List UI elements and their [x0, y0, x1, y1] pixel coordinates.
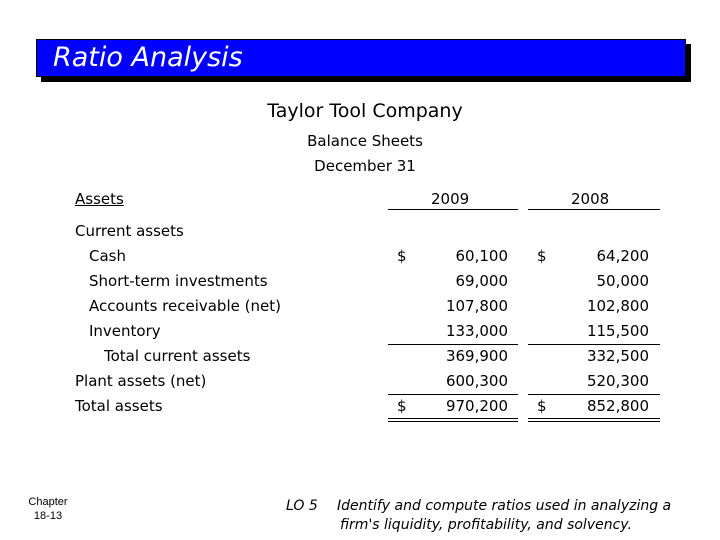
chapter-number: 18-13 — [33, 510, 63, 522]
row-label-cash: Cash — [89, 247, 126, 265]
row-label-inventory: Inventory — [89, 322, 161, 340]
row-dollar-2009-total-assets: $ — [397, 397, 407, 415]
row-label-plant-assets: Plant assets (net) — [75, 372, 207, 390]
row-value-2009-inventory: 133,000 — [445, 322, 508, 340]
statement-date: December 31 — [314, 157, 416, 175]
title-banner: Ratio Analysis — [36, 39, 686, 77]
total-rule-2008 — [528, 394, 660, 395]
company-name: Taylor Tool Company — [267, 100, 463, 122]
subtotal-rule-2008 — [528, 344, 660, 345]
row-label-total-assets: Total assets — [75, 397, 163, 415]
subtotal-rule-2009 — [388, 344, 518, 345]
slide-title: Ratio Analysis — [53, 42, 243, 73]
row-value-2009-total-current-assets: 369,900 — [445, 347, 508, 365]
row-label-short-term-investments: Short-term investments — [89, 272, 268, 290]
year-2009-header: 2009 — [431, 190, 470, 208]
learning-objective-number: LO 5 — [286, 498, 318, 514]
row-value-2008-inventory: 115,500 — [586, 322, 649, 340]
row-value-2008-plant-assets: 520,300 — [586, 372, 649, 390]
row-dollar-2009-cash: $ — [397, 247, 407, 265]
learning-objective-line1: Identify and compute ratios used in anal… — [337, 498, 672, 514]
assets-heading: Assets — [75, 190, 124, 208]
header-rule-2009 — [388, 209, 518, 210]
row-value-2009-accounts-receivable: 107,800 — [445, 297, 508, 315]
row-value-2008-total-assets: 852,800 — [586, 397, 649, 415]
row-dollar-2008-cash: $ — [537, 247, 547, 265]
double-rule-2008 — [528, 418, 660, 422]
learning-objective-line2: firm's liquidity, profitability, and sol… — [340, 517, 632, 533]
current-assets-label: Current assets — [75, 222, 184, 240]
row-value-2009-cash: 60,100 — [455, 247, 509, 265]
row-value-2008-cash: 64,200 — [596, 247, 650, 265]
total-rule-2009 — [388, 394, 518, 395]
row-value-2009-plant-assets: 600,300 — [445, 372, 508, 390]
row-label-accounts-receivable: Accounts receivable (net) — [89, 297, 281, 315]
row-value-2008-total-current-assets: 332,500 — [586, 347, 649, 365]
row-value-2008-short-term-investments: 50,000 — [596, 272, 650, 290]
statement-name: Balance Sheets — [307, 132, 423, 150]
row-dollar-2008-total-assets: $ — [537, 397, 547, 415]
chapter-label: Chapter — [28, 496, 68, 508]
row-value-2009-total-assets: 970,200 — [445, 397, 508, 415]
chapter-reference: Chapter 18-13 — [28, 495, 68, 523]
row-value-2008-accounts-receivable: 102,800 — [586, 297, 649, 315]
row-value-2009-short-term-investments: 69,000 — [455, 272, 509, 290]
double-rule-2009 — [388, 418, 518, 422]
row-label-total-current-assets: Total current assets — [104, 347, 251, 365]
header-rule-2008 — [528, 209, 660, 210]
year-2008-header: 2008 — [571, 190, 610, 208]
